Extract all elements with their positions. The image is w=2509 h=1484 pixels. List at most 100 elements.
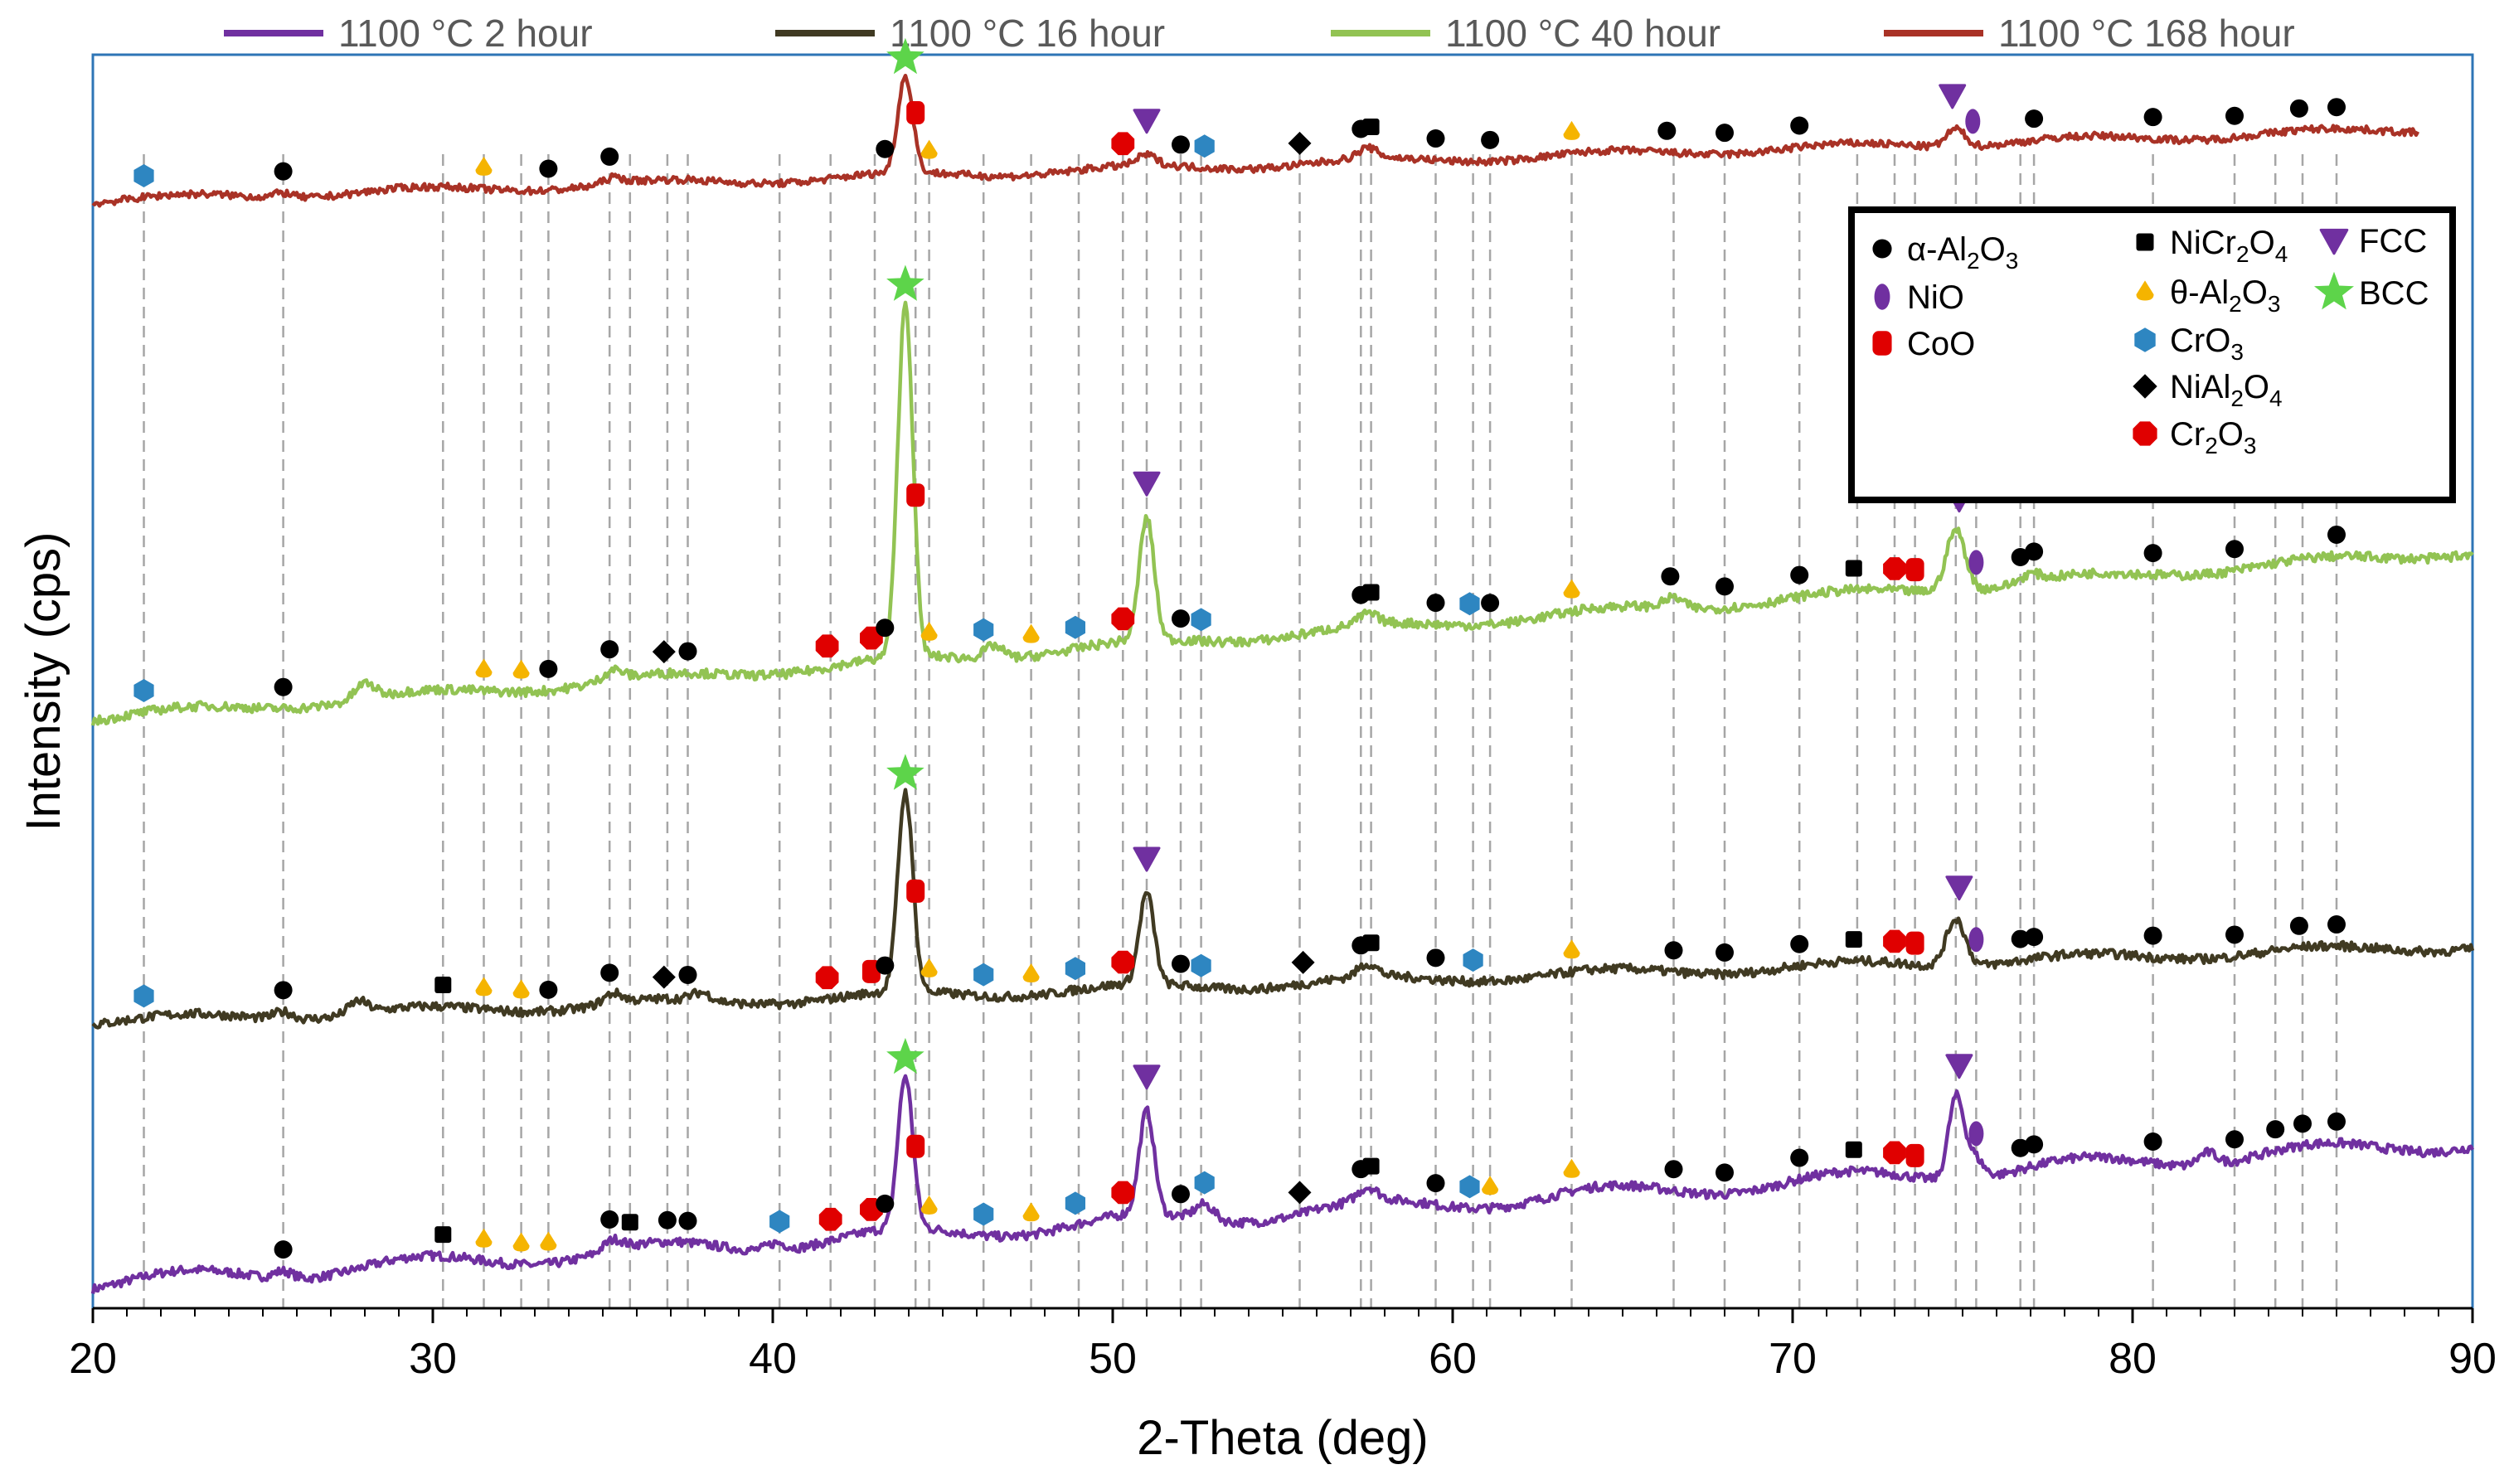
marker-2-cro3-0: [133, 984, 154, 1008]
marker-2-cr2o3-18: [1111, 950, 1135, 974]
marker-2-theta-27: [1563, 939, 1580, 959]
marker-3-al-36: [2025, 542, 2044, 561]
key-symbol-nial: [2133, 374, 2157, 399]
marker-1-cr2o3-19: [1111, 1181, 1135, 1205]
marker-4-al-17: [1481, 130, 1500, 149]
marker-3-theta-15: [1022, 623, 1040, 643]
marker-4-al-1: [274, 162, 293, 181]
marker-1-cr2o3-10: [818, 1207, 842, 1231]
marker-2-cro3-17: [1065, 957, 1085, 981]
marker-2-nicr-31: [1845, 931, 1862, 948]
series-line-3: [90, 300, 2474, 726]
marker-1-al-12: [876, 1194, 895, 1213]
marker-1-al-42: [2266, 1120, 2285, 1139]
marker-4-cr2o3-9: [1111, 132, 1135, 156]
marker-2-bcc-12: [886, 754, 924, 790]
marker-2-fcc-19: [1133, 846, 1161, 872]
x-tick-label-60: 60: [1429, 1335, 1477, 1383]
marker-1-cro3-16: [973, 1202, 994, 1226]
marker-1-al-31: [1716, 1163, 1734, 1182]
key-label-nio: NiO: [1907, 279, 1964, 316]
marker-3-nicr-30: [1845, 560, 1862, 577]
marker-3-bcc-11: [886, 264, 924, 301]
marker-3-cro3-14: [973, 618, 994, 642]
marker-1-theta-28: [1482, 1176, 1499, 1195]
key-label-cro3: CrO3: [2170, 323, 2244, 365]
series-line-2: [91, 788, 2475, 1030]
marker-2-fcc-34: [1945, 875, 1973, 901]
x-tick-label-90: 90: [2448, 1335, 2497, 1383]
marker-1-bcc-13: [886, 1037, 924, 1074]
marker-1-nicr-6: [621, 1214, 638, 1231]
series-lines: [90, 73, 2475, 1294]
x-tick-label-40: 40: [749, 1335, 797, 1383]
marker-2-al-30: [1790, 934, 1809, 953]
marker-3-al-19: [1172, 609, 1190, 628]
x-tick-label-50: 50: [1089, 1335, 1137, 1383]
marker-3-cro3-24: [1459, 592, 1480, 616]
key-label-nicr: NiCr2O4: [2170, 225, 2288, 267]
marker-4-al-16: [1426, 129, 1445, 148]
marker-2-theta-16: [1022, 963, 1040, 983]
marker-4-al-27: [2289, 99, 2308, 118]
marker-1-fcc-20: [1133, 1065, 1161, 1090]
marker-4-theta-2: [475, 156, 493, 176]
marker-4-nial-13: [1288, 131, 1312, 155]
marker-3-cr2o3-8: [815, 634, 839, 658]
marker-1-al-8: [678, 1211, 697, 1230]
marker-2-al-8: [678, 965, 697, 984]
marker-4-theta-8: [920, 139, 938, 159]
marker-4-al-4: [600, 147, 619, 166]
marker-2-cro3-21: [1191, 953, 1211, 977]
marker-1-theta-3: [512, 1232, 530, 1252]
marker-2-al-11: [876, 956, 895, 975]
series-legend: 1100 °C 2 hour 1100 °C 16 hour 1100 °C 40 …: [224, 12, 2295, 55]
marker-4-al-24: [2025, 109, 2044, 129]
marker-2-al-38: [2143, 926, 2162, 945]
marker-3-al-38: [2225, 540, 2244, 559]
reference-lines: [143, 154, 2338, 1308]
marker-1-nicr-1: [434, 1226, 452, 1244]
marker-4-fcc-22: [1939, 84, 1967, 109]
marker-3-theta-26: [1563, 579, 1580, 599]
marker-4-al-20: [1716, 124, 1734, 143]
key-symbol-cro3: [2134, 327, 2156, 352]
marker-4-theta-18: [1563, 120, 1580, 140]
key-symbol-cr2o3: [2133, 421, 2157, 446]
marker-2-al-6: [600, 963, 619, 982]
marker-3-fcc-18: [1133, 471, 1161, 497]
key-label-coo: CoO: [1907, 326, 1975, 362]
marker-3-al-10: [876, 618, 895, 638]
y-axis-title: Intensity (cps): [17, 532, 70, 832]
marker-1-theta-15: [920, 1195, 938, 1215]
marker-1-coo-14: [906, 1134, 925, 1158]
marker-4-fcc-10: [1133, 109, 1161, 134]
marker-4-al-11: [1172, 135, 1190, 154]
marker-1-nicr-25: [1362, 1157, 1380, 1175]
marker-4-al-25: [2143, 108, 2162, 127]
key-symbol-theta: [2136, 280, 2154, 301]
marker-1-theta-17: [1022, 1202, 1040, 1222]
marker-4-bcc-6: [886, 37, 924, 75]
series-line-4: [91, 73, 2420, 208]
series-line-1: [90, 1074, 2475, 1294]
marker-2-al-37: [2025, 928, 2044, 947]
marker-1-cro3-22: [1194, 1171, 1215, 1195]
marker-1-nial-23: [1288, 1181, 1312, 1205]
marker-4-al-3: [539, 159, 558, 178]
marker-2-al-5: [539, 980, 558, 999]
marker-3-al-28: [1716, 577, 1734, 596]
marker-1-theta-29: [1563, 1158, 1580, 1178]
marker-1-theta-4: [540, 1231, 557, 1251]
marker-2-nial-22: [1291, 950, 1315, 974]
marker-2-nicr-24: [1362, 934, 1380, 952]
marker-3-al-39: [2327, 525, 2346, 544]
x-axis-title: 2-Theta (deg): [1137, 1411, 1428, 1465]
marker-1-coo-35: [1905, 1143, 1924, 1167]
marker-3-al-5: [600, 640, 619, 659]
marker-3-cr2o3-31: [1883, 557, 1906, 580]
marker-4-cro3-0: [133, 164, 154, 187]
marker-3-cro3-20: [1191, 608, 1211, 632]
marker-2-al-29: [1716, 943, 1734, 962]
marker-1-al-30: [1664, 1160, 1683, 1179]
